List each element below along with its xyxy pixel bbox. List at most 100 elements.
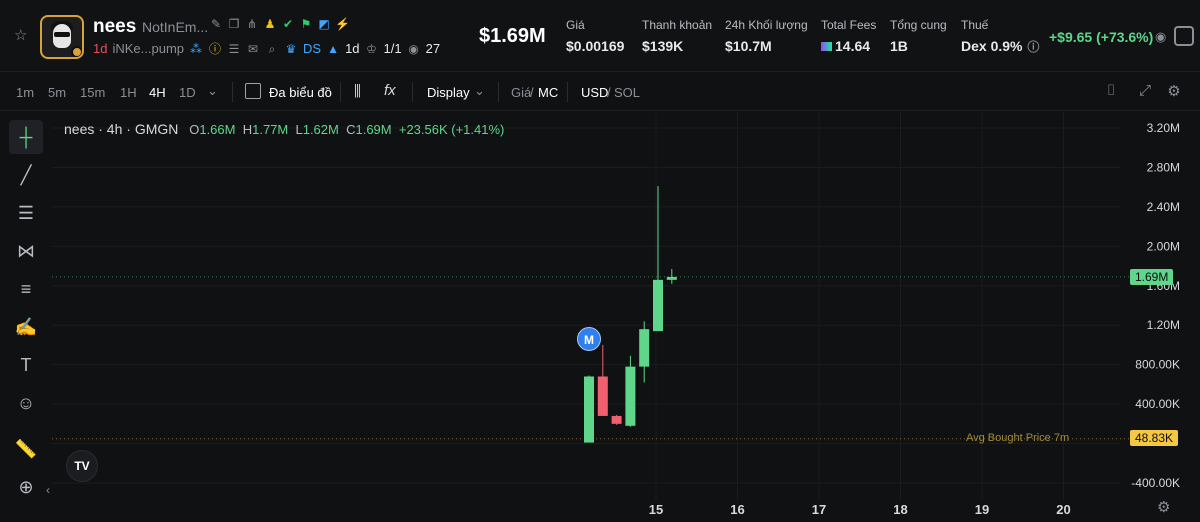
- camera-icon[interactable]: ⌷: [1106, 82, 1116, 99]
- ds-label[interactable]: DS: [303, 41, 322, 56]
- toggle-usd[interactable]: USD: [581, 85, 609, 100]
- market-cap: $1.69M: [479, 25, 546, 47]
- solana-icon: [821, 42, 832, 51]
- interval-4h[interactable]: 4H: [149, 85, 166, 100]
- stat-volume: 24h Khối lượng $10.7M: [725, 18, 808, 54]
- token-symbol: nees: [93, 16, 137, 37]
- token-action-icons: ✎ ❐ ⋔ ♟ ✔ ⚑ ◩ ⚡: [209, 17, 350, 31]
- interval-1d[interactable]: 1D: [179, 85, 196, 100]
- drawing-toolbar: ┼ ╱ ☰ ⋈ ≡ ✍ T ☺ 📏 ⊕: [0, 112, 52, 522]
- chat-icon[interactable]: ✉: [247, 41, 259, 56]
- legend-delta: +23.56K (+1.41%): [398, 122, 505, 137]
- settings-icon[interactable]: ⚙: [1167, 83, 1181, 100]
- candle-body: [653, 279, 663, 332]
- y-tick-label: 2.00M: [1147, 239, 1180, 253]
- token-age: 1d: [93, 41, 108, 56]
- flag-icon[interactable]: ⚑: [300, 17, 312, 31]
- toggle-sol[interactable]: SOL: [614, 85, 641, 100]
- chef-icon[interactable]: ♛: [285, 41, 297, 56]
- expand-panel-icon[interactable]: [1174, 26, 1194, 46]
- contract-address[interactable]: iNKe...pump: [112, 41, 185, 56]
- candle-body: [611, 415, 622, 424]
- crown-icon: ♔: [366, 41, 377, 56]
- stat-liquidity: Thanh khoản $139K: [642, 18, 713, 54]
- pattern-icon[interactable]: ⋈: [17, 241, 35, 261]
- menu-icon[interactable]: ☰: [228, 41, 240, 56]
- indicators-icon[interactable]: fx: [384, 82, 396, 99]
- watch-icon[interactable]: ◉: [1155, 29, 1167, 44]
- dex-icon[interactable]: ▲: [327, 41, 340, 56]
- x-tick-label: 19: [975, 502, 989, 517]
- fib-icon[interactable]: ≡: [20, 279, 32, 299]
- chart-icon[interactable]: ◩: [318, 17, 330, 31]
- toggle-mc[interactable]: MC: [538, 85, 559, 100]
- share-icon[interactable]: ⋔: [246, 17, 258, 31]
- x-tick-label: 20: [1056, 502, 1070, 517]
- legend-high: 1.77M: [252, 122, 289, 137]
- toggle-price[interactable]: Giá: [511, 85, 532, 100]
- multi-chart-label[interactable]: Đa biểu đồ: [269, 85, 332, 100]
- pair-age: 1d: [345, 41, 360, 56]
- token-header: ☆ nees NotInEm... ✎ ❐ ⋔ ♟ ✔ ⚑ ◩ ⚡ 1d iNK…: [0, 0, 1200, 72]
- interval-1h[interactable]: 1H: [120, 85, 137, 100]
- interval-5m[interactable]: 5m: [48, 85, 67, 100]
- chart-toolbar: 1m 5m 15m 1H 4H 1D ⌄ Đa biểu đồ ⫼ fx Dis…: [0, 73, 1200, 111]
- legend-low: 1.62M: [302, 122, 339, 137]
- stat-supply: Tổng cung 1B: [890, 18, 947, 54]
- y-tick-label: 2.80M: [1147, 160, 1180, 174]
- text-icon[interactable]: T: [20, 355, 32, 375]
- stat-fees: Total Fees 14.64: [821, 18, 877, 54]
- search-icon[interactable]: ⌕: [268, 41, 276, 56]
- y-tick-label: -400.00K: [1131, 476, 1180, 490]
- y-tick-label: 400.00K: [1135, 397, 1180, 411]
- axis-settings-icon[interactable]: ⚙: [1157, 499, 1171, 516]
- candle-body: [584, 376, 594, 443]
- display-menu[interactable]: Display: [427, 85, 470, 100]
- horizontal-lines-icon[interactable]: ☰: [17, 203, 35, 223]
- avg-bought-label: Avg Bought Price 7m: [966, 432, 1070, 444]
- verified-icon: ✔: [282, 17, 294, 31]
- crosshair-icon[interactable]: ┼: [9, 120, 43, 154]
- warning-icon[interactable]: ⓘ: [209, 41, 222, 56]
- y-tick-label: 2.40M: [1147, 200, 1180, 214]
- collapse-icon[interactable]: ‹: [46, 483, 50, 497]
- interval-1m[interactable]: 1m: [16, 85, 35, 100]
- avg-bought-tag: 48.83K: [1130, 430, 1179, 446]
- edit-icon[interactable]: ✎: [210, 17, 222, 31]
- brush-icon[interactable]: ✍: [14, 317, 38, 337]
- token-fullname: NotInEm...: [142, 19, 209, 35]
- chart-legend: nees · 4h · GMGN O1.66M H1.77M L1.62M C1…: [64, 121, 505, 137]
- candlestick-plot[interactable]: 3.20M2.80M2.40M2.00M1.60M1.20M800.00K400…: [52, 112, 1200, 522]
- x-tick-label: 17: [812, 502, 826, 517]
- token-avatar[interactable]: [40, 15, 84, 59]
- y-tick-label: 800.00K: [1135, 358, 1180, 372]
- display-chevron-icon[interactable]: ⌄: [474, 83, 485, 98]
- eye-icon: ◉: [408, 41, 419, 56]
- holders-ratio: 1/1: [383, 41, 402, 56]
- copy-icon[interactable]: ❐: [228, 17, 240, 31]
- fullscreen-icon[interactable]: ⤢: [1138, 82, 1151, 99]
- x-tick-label: 15: [649, 502, 663, 517]
- candle-type-icon[interactable]: ⫼: [354, 83, 361, 100]
- chevron-down-icon[interactable]: ⌄: [207, 83, 218, 98]
- candle-body: [639, 329, 650, 367]
- token-meta-row: 1d iNKe...pump ⁂ ⓘ ☰ ✉ ⌕ ♛ DS ▲ 1d ♔ 1/1…: [93, 41, 440, 56]
- tradingview-logo[interactable]: TV: [66, 450, 98, 482]
- trendline-icon[interactable]: ╱: [20, 165, 32, 185]
- legend-open: 1.66M: [199, 122, 236, 137]
- viewer-count: 27: [425, 41, 441, 56]
- holders-icon[interactable]: ⁂: [190, 41, 203, 56]
- migration-marker[interactable]: M: [577, 327, 601, 351]
- y-tick-label: 3.20M: [1147, 121, 1180, 135]
- info-icon[interactable]: ⓘ: [1027, 40, 1040, 54]
- star-icon[interactable]: ☆: [14, 27, 28, 44]
- price-chart[interactable]: 3.20M 2.80M 2.40M 2.00M 1.60M 1.20M 800.00K 400…: [46, 112, 1200, 522]
- multi-chart-checkbox[interactable]: [245, 83, 261, 99]
- emoji-icon[interactable]: ☺: [16, 393, 36, 413]
- candle-body: [666, 276, 677, 280]
- lightning-icon[interactable]: ⚡: [335, 17, 350, 31]
- interval-15m[interactable]: 15m: [80, 85, 106, 100]
- ruler-icon[interactable]: 📏: [14, 439, 38, 459]
- zoom-in-icon[interactable]: ⊕: [18, 477, 34, 497]
- people-icon[interactable]: ♟: [264, 17, 276, 31]
